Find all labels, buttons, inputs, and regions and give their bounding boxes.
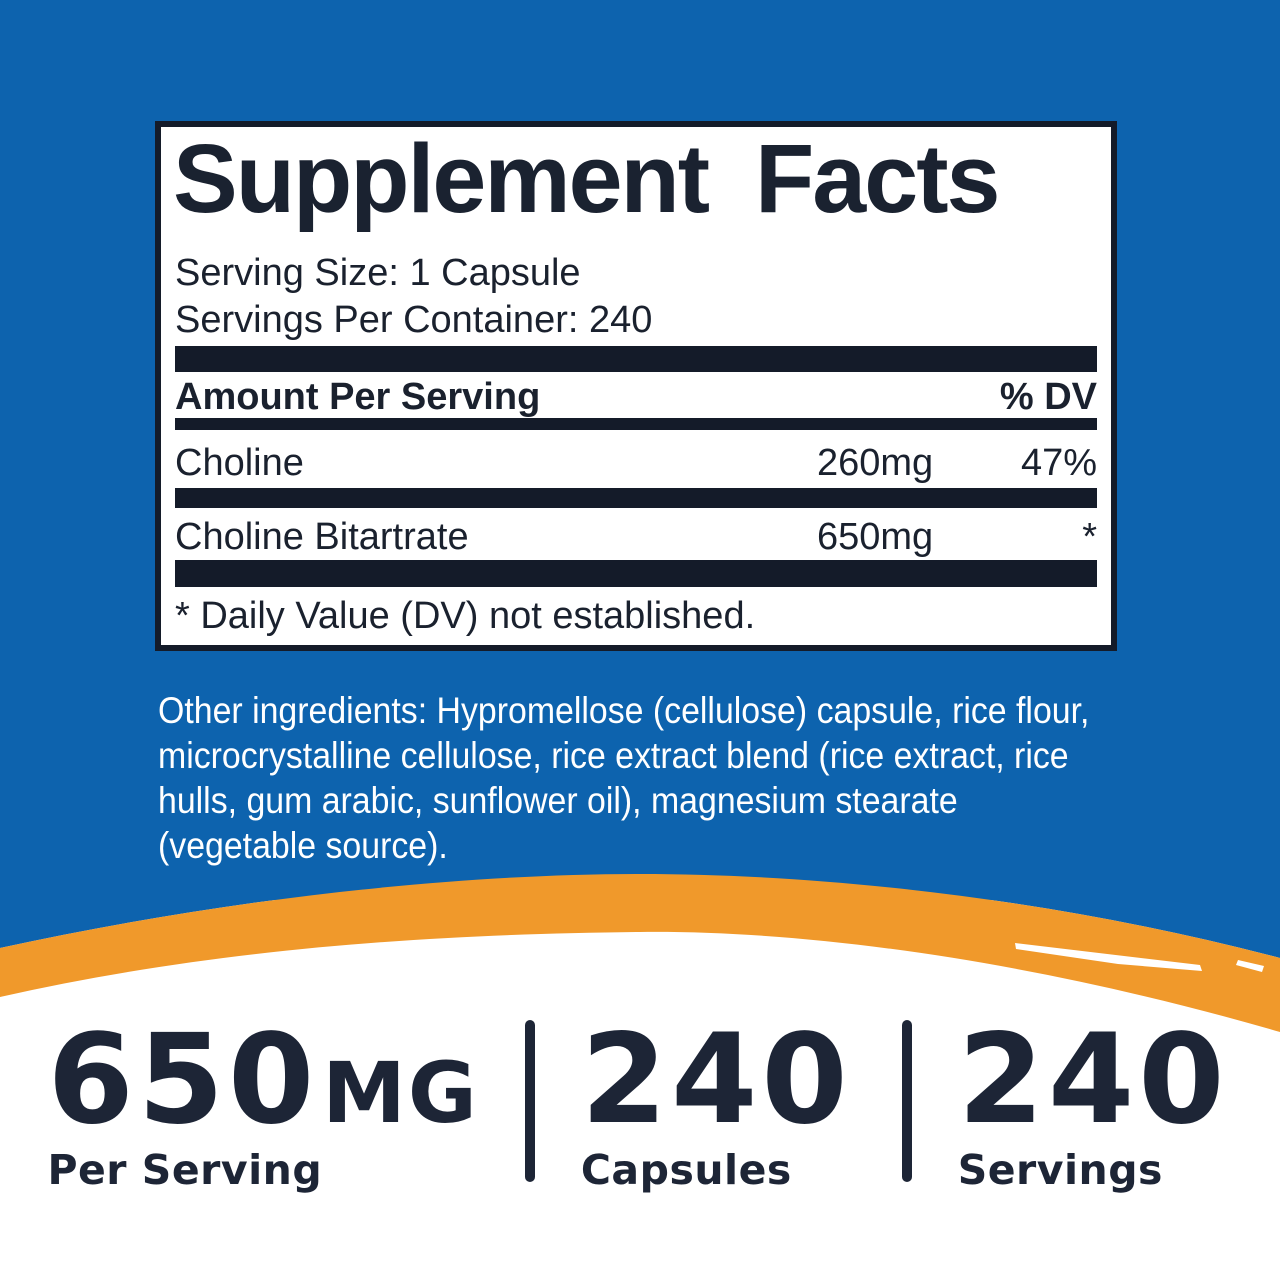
- supplement-facts-panel: Supplement Facts Serving Size: 1 Capsule…: [155, 121, 1117, 651]
- stat-number: 240: [957, 1008, 1229, 1152]
- ingredient-amount: 260mg: [817, 442, 934, 484]
- amount-per-serving-header: Amount Per Serving: [175, 376, 541, 418]
- stat-value: 240: [581, 1018, 856, 1142]
- orange-brush-stroke: [0, 874, 1280, 1032]
- ingredient-row-choline: Choline 260mg 47%: [175, 444, 1097, 482]
- stats-divider-bar: [524, 1020, 535, 1182]
- stat-label: Per Serving: [47, 1146, 323, 1194]
- divider-bar-thick-bottom: [175, 560, 1097, 587]
- stat-dose-per-serving: 650MG Per Serving: [47, 1018, 478, 1191]
- stat-unit: MG: [322, 1044, 479, 1142]
- divider-bar-thin: [175, 418, 1097, 430]
- other-ingredients-text: Other ingredients: Hypromellose (cellulo…: [158, 690, 1090, 867]
- panel-title: Supplement Facts: [173, 124, 1000, 233]
- percent-dv-header: % DV: [999, 376, 1097, 418]
- product-stats: 650MG Per Serving 240 Capsules 240 Servi…: [0, 1018, 1280, 1191]
- stat-value: 650MG: [47, 1018, 478, 1142]
- brush-texture-scratch-small: [1236, 960, 1264, 972]
- ingredient-name: Choline: [175, 442, 304, 484]
- stat-label: Capsules: [580, 1146, 792, 1194]
- stat-serving-count: 240 Servings: [958, 1018, 1233, 1191]
- stat-value: 240: [958, 1018, 1233, 1142]
- ingredient-dv: 47%: [1020, 442, 1097, 484]
- stat-number: 240: [580, 1008, 852, 1152]
- servings-per-container-line: Servings Per Container: 240: [175, 299, 653, 341]
- daily-value-footnote: * Daily Value (DV) not established.: [175, 595, 756, 637]
- ingredient-name: Choline Bitartrate: [175, 516, 469, 558]
- orange-brush-wave: [0, 840, 1280, 1032]
- ingredient-row-choline-bitartrate: Choline Bitartrate 650mg *: [175, 518, 1097, 556]
- ingredient-amount: 650mg: [817, 516, 934, 558]
- header-spacer: [817, 378, 977, 416]
- stat-number: 650: [47, 1008, 319, 1152]
- stat-capsule-count: 240 Capsules: [581, 1018, 856, 1191]
- brush-texture-scratch: [1015, 943, 1202, 971]
- facts-header-row: Amount Per Serving % DV: [175, 378, 1097, 416]
- divider-bar-medium: [175, 488, 1097, 508]
- stats-divider-bar: [901, 1020, 912, 1182]
- divider-bar-thick: [175, 346, 1097, 372]
- blue-curve-edge: [0, 840, 1280, 958]
- ingredient-dv: *: [1082, 516, 1097, 558]
- stat-label: Servings: [957, 1146, 1163, 1194]
- supplement-facts-inner: Supplement Facts Serving Size: 1 Capsule…: [161, 127, 1111, 645]
- serving-size-line: Serving Size: 1 Capsule: [175, 252, 581, 294]
